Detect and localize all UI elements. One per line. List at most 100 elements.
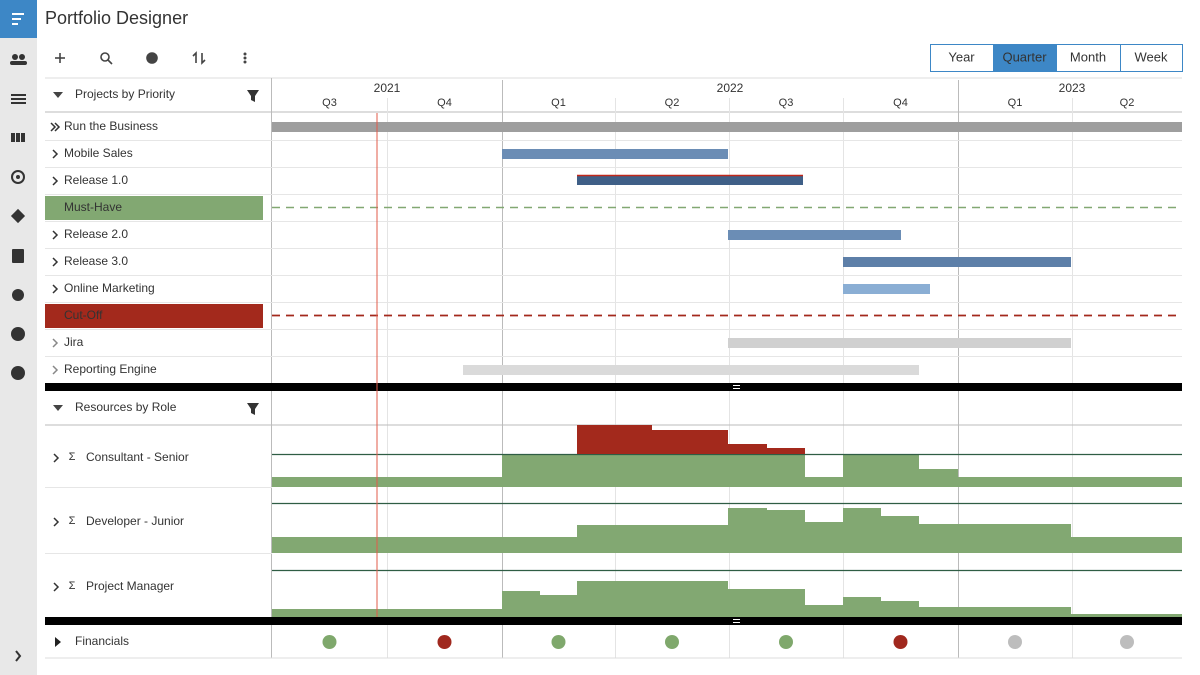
load-bar: [919, 607, 1071, 617]
financials-label: Financials: [75, 634, 129, 648]
financial-status[interactable]: [779, 635, 793, 649]
filter-resources[interactable]: [247, 403, 259, 415]
expand-row[interactable]: [52, 284, 59, 294]
gantt-bar[interactable]: [728, 338, 1071, 348]
view-button-label: Quarter: [1002, 49, 1047, 64]
sum-icon: Σ: [69, 451, 76, 463]
expand-row[interactable]: [53, 582, 60, 592]
filter-projects[interactable]: [247, 90, 259, 102]
splitter-grip: [733, 622, 740, 623]
expand-sidebar[interactable]: [15, 650, 22, 662]
quarter-label: Q4: [893, 97, 908, 109]
view-button[interactable]: [930, 44, 994, 72]
gantt-bar[interactable]: [272, 122, 1182, 132]
year-label: 2023: [1059, 81, 1086, 95]
collapse-projects[interactable]: [53, 92, 63, 98]
view-button[interactable]: [1120, 44, 1183, 72]
splitter[interactable]: [45, 383, 1182, 391]
quarter-label: Q3: [322, 97, 337, 109]
project-name: Online Marketing: [64, 281, 155, 295]
gantt-bar[interactable]: [463, 365, 919, 375]
project-name: Cut-Off: [64, 308, 103, 322]
load-bar: [767, 510, 805, 553]
quarter-label: Q2: [1120, 97, 1135, 109]
financial-status[interactable]: [665, 635, 679, 649]
load-bar: [1071, 614, 1182, 617]
view-button-label: Month: [1070, 49, 1106, 64]
project-name: Jira: [64, 335, 84, 349]
load-bar: [881, 516, 919, 553]
financial-status[interactable]: [1120, 635, 1134, 649]
splitter-grip: [733, 385, 740, 386]
view-button[interactable]: [1056, 44, 1121, 72]
gantt-bar[interactable]: [843, 284, 930, 294]
projects-title: Projects by Priority: [75, 87, 175, 101]
load-bar: [577, 581, 728, 617]
view-button-label: Year: [948, 49, 975, 64]
overload-bar: [767, 448, 805, 454]
add-button[interactable]: [55, 53, 65, 63]
financial-status[interactable]: [1008, 635, 1022, 649]
splitter-grip: [733, 619, 740, 620]
load-bar: [502, 455, 805, 487]
financial-status[interactable]: [893, 635, 908, 649]
project-name: Release 3.0: [64, 254, 128, 268]
load-bar: [540, 595, 577, 617]
project-name: Release 2.0: [64, 227, 128, 241]
financial-status[interactable]: [551, 635, 566, 649]
load-bar: [805, 605, 843, 617]
resource-name: Consultant - Senior: [86, 450, 189, 464]
expand-financials[interactable]: [55, 637, 61, 647]
settings-button[interactable]: [146, 52, 158, 64]
quarter-label: Q1: [551, 97, 566, 109]
expand-row[interactable]: [50, 122, 61, 132]
year-label: 2021: [374, 81, 401, 95]
toolbar: [55, 51, 247, 65]
load-bar: [881, 601, 919, 617]
search-button[interactable]: [100, 52, 113, 65]
load-bar: [728, 508, 767, 553]
people-icon[interactable]: [12, 54, 18, 60]
page-title: Portfolio Designer: [45, 8, 188, 28]
view-button-label: Week: [1135, 49, 1168, 64]
expand-row[interactable]: [52, 230, 59, 240]
sort-button[interactable]: [192, 51, 206, 65]
more-button[interactable]: [243, 52, 247, 64]
gantt-bar[interactable]: [502, 149, 728, 159]
expand-row[interactable]: [52, 176, 59, 186]
gantt-bar[interactable]: [728, 230, 901, 240]
financial-status[interactable]: [322, 635, 337, 649]
sum-icon: Σ: [69, 515, 76, 527]
gantt-bar[interactable]: [843, 257, 1071, 267]
expand-row[interactable]: [52, 338, 59, 348]
load-bar: [843, 508, 881, 553]
resource-name: Project Manager: [86, 579, 174, 593]
priority-band: [45, 196, 263, 220]
menu-icon: [12, 13, 24, 25]
collapse-resources[interactable]: [53, 405, 63, 411]
load-bar: [577, 525, 728, 553]
gantt-bar[interactable]: [577, 175, 803, 185]
project-name: Mobile Sales: [64, 146, 133, 160]
expand-row[interactable]: [53, 453, 60, 463]
financial-status[interactable]: [437, 635, 452, 649]
expand-row[interactable]: [52, 365, 59, 375]
splitter[interactable]: [45, 617, 1182, 625]
quarter-label: Q2: [665, 97, 680, 109]
load-bar: [805, 477, 843, 487]
load-bar: [958, 477, 1182, 487]
splitter-grip: [733, 388, 740, 389]
load-bar: [728, 589, 805, 617]
expand-row[interactable]: [52, 149, 59, 159]
project-name: Must-Have: [64, 200, 122, 214]
overload-bar: [728, 444, 767, 454]
view-button[interactable]: [993, 44, 1057, 72]
resources-title: Resources by Role: [75, 400, 177, 414]
priority-band: [45, 304, 263, 328]
project-name: Reporting Engine: [64, 362, 157, 376]
expand-row[interactable]: [53, 517, 60, 527]
year-label: 2022: [717, 81, 744, 95]
load-bar: [843, 597, 881, 617]
sum-icon: Σ: [69, 580, 76, 592]
expand-row[interactable]: [52, 257, 59, 267]
